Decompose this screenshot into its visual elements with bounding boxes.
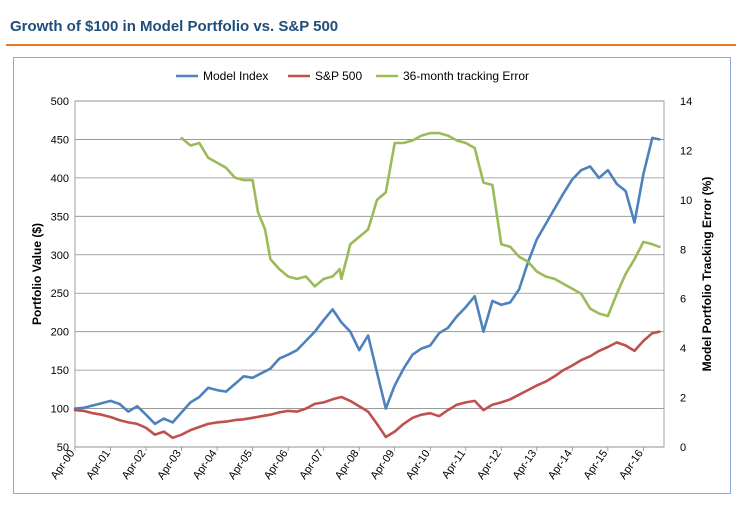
y2-tick-label: 12 [680, 145, 692, 157]
legend-label: 36-month tracking Error [403, 69, 529, 83]
y-tick-label: 350 [51, 211, 69, 223]
x-tick-label: Apr-10 [404, 448, 433, 482]
x-tick-label: Apr-03 [155, 448, 184, 482]
y-tick-label: 200 [51, 327, 69, 339]
series-line-36-month-tracking-error [180, 131, 661, 318]
legend-label: Model Index [203, 69, 268, 83]
x-tick-label: Apr-14 [546, 448, 575, 482]
y-tick-label: 150 [51, 365, 69, 377]
y-tick-label: 400 [51, 173, 69, 185]
y2-tick-label: 8 [680, 244, 686, 256]
title-divider [6, 44, 736, 46]
x-tick-label: Apr-13 [511, 448, 540, 482]
y-axis-title: Portfolio Value ($) [30, 223, 44, 325]
x-tick-label: Apr-08 [333, 448, 362, 482]
series-layer [73, 131, 661, 440]
x-tick-label: Apr-12 [475, 448, 504, 482]
x-tick-label: Apr-09 [368, 448, 397, 482]
x-tick-label: Apr-07 [297, 448, 326, 482]
series-line-s-p-500 [73, 330, 661, 440]
x-tick-label: Apr-15 [582, 448, 611, 482]
legend: Model Index S&P 500 36-month tracking Erro… [176, 69, 529, 83]
y-tick-label: 250 [51, 288, 69, 300]
y2-tick-label: 10 [680, 195, 692, 207]
y2-tick-label: 6 [680, 294, 686, 306]
y2-tick-label: 2 [680, 393, 686, 405]
x-tick-label: Apr-04 [191, 448, 220, 482]
page-title: Growth of $100 in Model Portfolio vs. S&… [10, 18, 339, 35]
y2-tick-label: 0 [680, 442, 686, 454]
y-tick-label: 300 [51, 250, 69, 262]
chart-frame [13, 57, 731, 494]
x-tick-label: Apr-01 [84, 448, 113, 482]
y2-tick-label: 14 [680, 96, 692, 108]
x-tick-label: Apr-16 [617, 448, 646, 482]
series-line-model-index [73, 136, 661, 426]
x-tick-label: Apr-11 [440, 448, 468, 481]
plot-area [74, 100, 665, 448]
gridlines [74, 100, 665, 448]
x-tick-label: Apr-00 [49, 448, 78, 482]
y-tick-label: 450 [51, 134, 69, 146]
y2-tick-label: 4 [680, 343, 686, 355]
x-tick-label: Apr-05 [226, 448, 255, 482]
legend-label: S&P 500 [315, 69, 362, 83]
y-tick-label: 50 [57, 442, 69, 454]
x-tick-label: Apr-02 [120, 448, 149, 482]
y2-axis-title: Model Portfolio Tracking Error (%) [700, 177, 714, 372]
y-tick-label: 500 [51, 96, 69, 108]
x-tick-label: Apr-06 [262, 448, 291, 482]
y-tick-label: 100 [51, 404, 69, 416]
